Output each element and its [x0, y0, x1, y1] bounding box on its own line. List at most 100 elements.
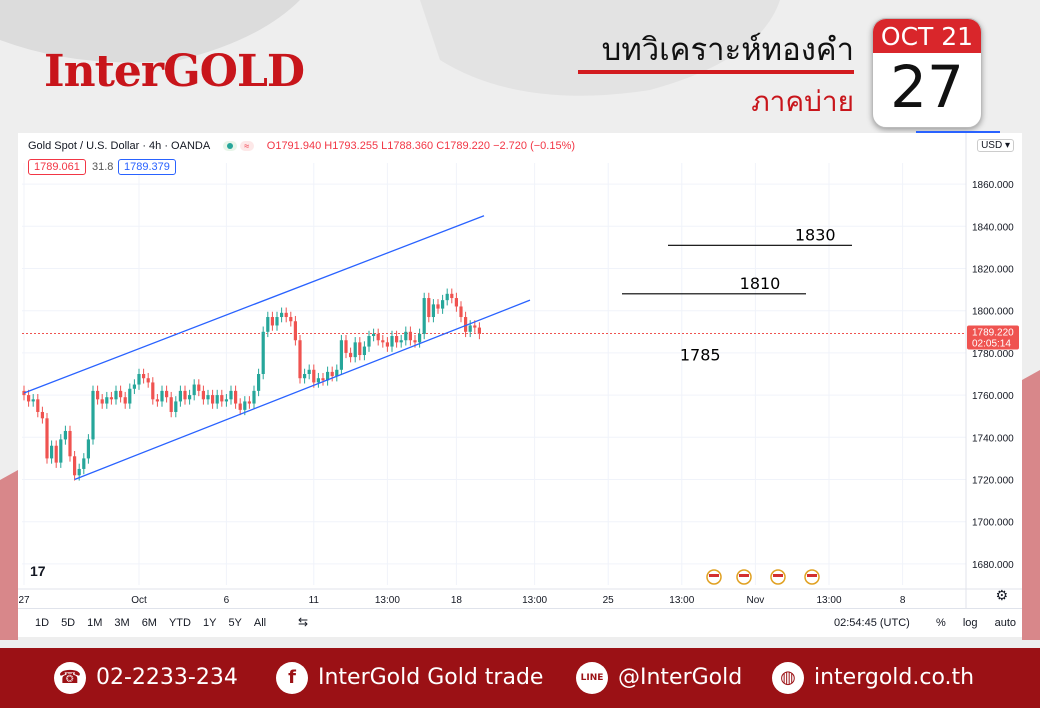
log-scale-button[interactable]: log: [962, 617, 978, 629]
chart-panel[interactable]: 1680.000 1700.000 1720.000 1740.000 1760.000…: [18, 133, 1022, 637]
footer-line[interactable]: LINE @InterGold: [576, 662, 742, 694]
accent-line: [916, 131, 1000, 133]
candle-body: [155, 399, 159, 402]
candle-body: [381, 340, 385, 343]
x-tick-label: 13:00: [522, 595, 547, 606]
timeframe-5d[interactable]: 5D: [61, 617, 76, 629]
candle-body: [335, 369, 339, 377]
timeframe-all[interactable]: All: [253, 617, 267, 629]
x-tick-label: Oct: [131, 595, 147, 606]
candle-body: [40, 411, 44, 419]
x-tick-label: 18: [451, 595, 463, 606]
timeframe-1d[interactable]: 1D: [35, 617, 50, 629]
settings-gear-icon[interactable]: ⚙: [995, 588, 1008, 604]
candle-body: [82, 458, 86, 469]
x-tick-label: 27: [18, 595, 30, 606]
candle-body: [96, 390, 100, 400]
candle-body: [427, 298, 431, 318]
candle-body: [367, 336, 371, 347]
symbol-label[interactable]: Gold Spot / U.S. Dollar · 4h · OANDA: [28, 140, 210, 152]
candle-body: [243, 401, 247, 410]
x-tick-label: 8: [900, 595, 906, 606]
candle-body: [344, 340, 348, 353]
line-icon: LINE: [576, 662, 608, 694]
candle-body: [215, 395, 219, 404]
timeframe-1m[interactable]: 1M: [87, 617, 103, 629]
ask-price-tag[interactable]: 1789.379: [118, 159, 176, 175]
channel-lower-line: [74, 299, 531, 481]
y-tick-label: 1740.000: [972, 433, 1014, 444]
candle-body: [151, 382, 155, 400]
candle-body: [321, 378, 325, 381]
bid-price-tag[interactable]: 1789.061: [28, 159, 86, 175]
candle-body: [197, 384, 201, 391]
price-chart[interactable]: 1680.000 1700.000 1720.000 1740.000 1760.000…: [18, 133, 1022, 609]
footer-website[interactable]: ◍ intergold.co.th: [772, 662, 974, 694]
candle-body: [109, 397, 113, 400]
candle-body: [353, 342, 357, 358]
bar-countdown: 02:05:14: [972, 338, 1011, 349]
session-label: ภาคบ่าย: [751, 85, 854, 118]
candle-body: [73, 456, 77, 476]
candle-body: [266, 317, 270, 332]
candle-body: [473, 325, 477, 328]
candle-body: [224, 399, 228, 402]
candle-body: [408, 331, 412, 341]
candle-body: [303, 374, 307, 379]
candle-body: [160, 390, 164, 402]
y-tick-label: 1840.000: [972, 222, 1014, 233]
currency-selector[interactable]: USD ▾: [977, 139, 1014, 152]
timeframe-5y[interactable]: 5Y: [228, 617, 242, 629]
timeframe-ytd[interactable]: YTD: [168, 617, 191, 629]
candle-body: [169, 397, 173, 412]
status-dots[interactable]: ≈: [222, 140, 254, 152]
candle-body: [27, 395, 31, 402]
candle-body: [77, 468, 81, 476]
auto-scale-button[interactable]: auto: [994, 617, 1016, 629]
candle-body: [234, 390, 238, 404]
spread-value: 31.8: [92, 161, 114, 173]
level-label-1830: 1830: [795, 225, 836, 244]
candle-body: [339, 340, 343, 370]
tradingview-logo[interactable]: 17: [30, 563, 46, 579]
y-tick-label: 1820.000: [972, 265, 1014, 276]
candle-body: [385, 342, 389, 347]
chart-header: Gold Spot / U.S. Dollar · 4h · OANDA ≈ O…: [28, 140, 575, 152]
event-flag-stripe: [739, 574, 749, 577]
date-range-icon[interactable]: ⇆: [298, 615, 309, 629]
candle-body: [436, 304, 440, 309]
timeframe-6m[interactable]: 6M: [141, 617, 157, 629]
x-tick-label: 13:00: [816, 595, 841, 606]
channel-upper-line: [23, 215, 485, 394]
timeframe-1y[interactable]: 1Y: [202, 617, 217, 629]
candle-body: [132, 384, 136, 389]
candle-body: [275, 317, 279, 326]
candle-body: [307, 369, 311, 374]
candle-body: [362, 346, 366, 356]
x-tick-label: 6: [224, 595, 230, 606]
candle-body: [206, 395, 210, 400]
y-tick-label: 1760.000: [972, 391, 1014, 402]
candle-body: [298, 340, 302, 379]
percent-scale-button[interactable]: %: [935, 617, 946, 629]
candle-body: [50, 445, 54, 459]
candle-body: [270, 317, 274, 326]
candle-body: [431, 304, 435, 318]
candle-body: [146, 378, 150, 383]
footer-facebook[interactable]: f InterGold Gold trade: [276, 662, 543, 694]
candle-body: [63, 430, 67, 440]
utc-clock[interactable]: 02:54:45 (UTC): [834, 617, 910, 629]
intergold-logo: InterGOLD: [44, 46, 305, 97]
candle-body: [445, 293, 449, 301]
x-tick-label: Nov: [747, 595, 765, 606]
footer-phone[interactable]: ☎ 02-2233-234: [54, 662, 238, 694]
level-label-1785: 1785: [680, 345, 721, 364]
event-flag-stripe: [709, 574, 719, 577]
x-tick-label: 13:00: [669, 595, 694, 606]
timeframe-3m[interactable]: 3M: [114, 617, 130, 629]
event-flag-stripe: [773, 574, 783, 577]
candle-body: [404, 331, 408, 341]
candle-body: [123, 397, 127, 404]
candle-body: [229, 390, 233, 400]
phone-icon: ☎: [54, 662, 86, 694]
